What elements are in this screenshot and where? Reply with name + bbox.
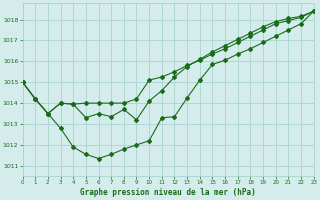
X-axis label: Graphe pression niveau de la mer (hPa): Graphe pression niveau de la mer (hPa): [80, 188, 256, 197]
